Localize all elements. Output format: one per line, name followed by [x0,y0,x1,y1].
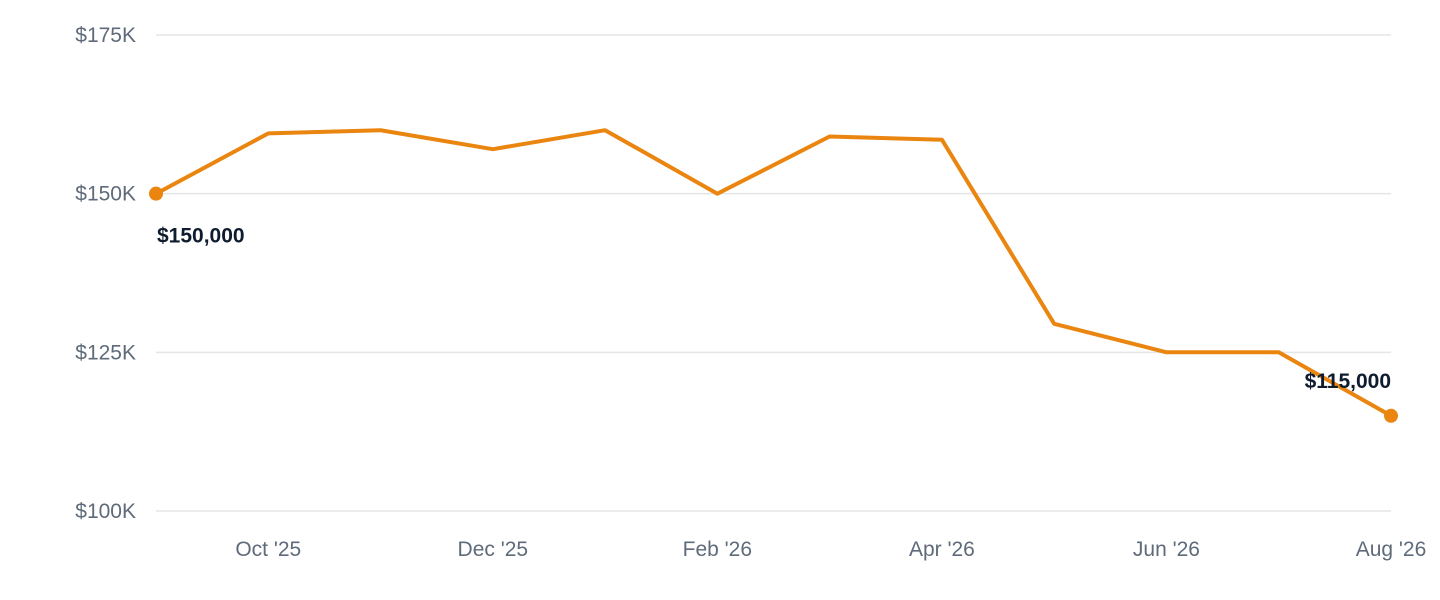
x-tick-label: Jun '26 [1133,538,1200,561]
start-value-label: $150,000 [157,225,245,248]
x-tick-label: Dec '25 [458,538,529,561]
end-point-marker[interactable] [1384,408,1398,423]
x-tick-label: Aug '26 [1356,538,1427,561]
grid-lines [156,34,1391,512]
x-axis-labels: Oct '25 Dec '25 Feb '26 Apr '26 Jun '26 Aug '… [235,538,1426,561]
y-tick-label: $150K [75,183,136,206]
x-tick-label: Apr '26 [909,538,975,561]
y-tick-label: $125K [75,341,136,364]
series-line [154,128,1393,418]
y-tick-label: $100K [75,500,136,523]
end-value-label: $115,000 [1305,370,1391,393]
x-tick-label: Feb '26 [683,538,752,561]
data-label-layer: $150,000 $115,000 [157,225,1391,393]
y-tick-label: $175K [75,24,136,47]
y-axis-labels: $100K $125K $150K $175K [75,24,136,523]
start-point-marker[interactable] [149,186,163,201]
series-layer [149,128,1398,423]
x-tick-label: Oct '25 [235,538,301,561]
